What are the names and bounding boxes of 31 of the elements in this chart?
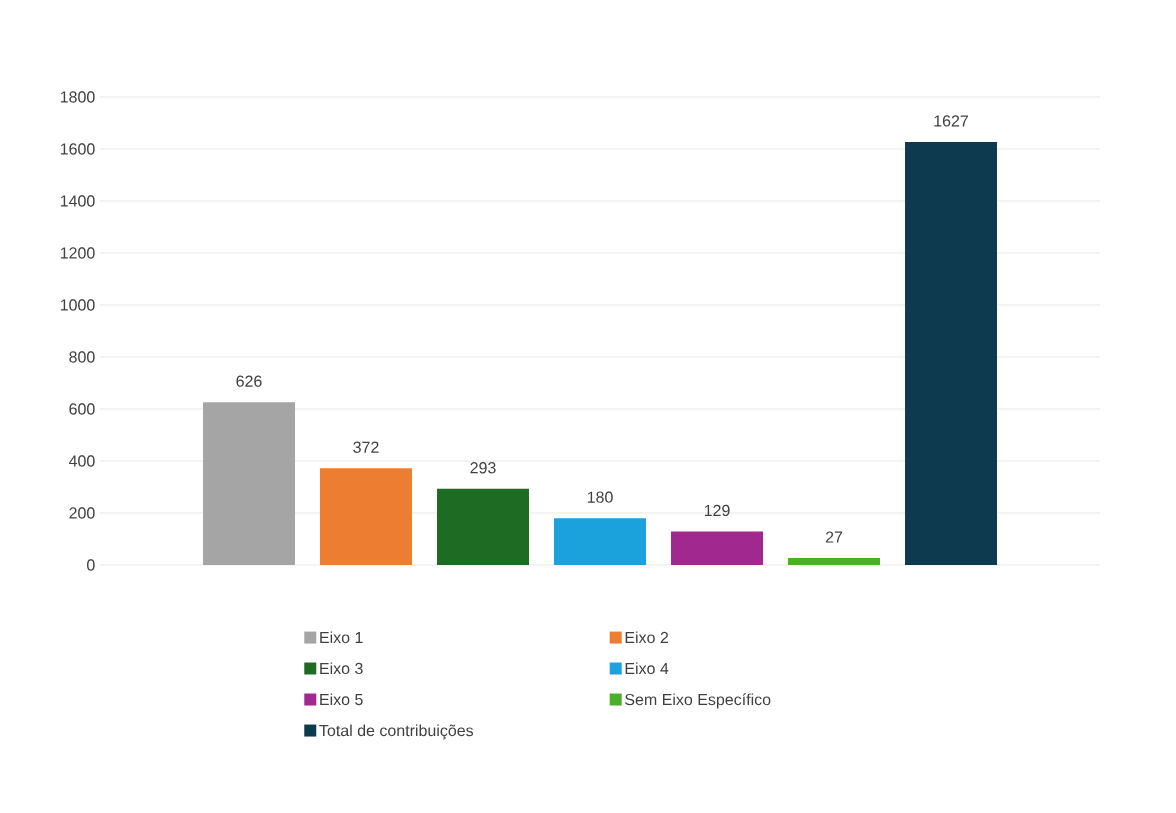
legend-label: Eixo 1 [320, 631, 363, 644]
bar [203, 402, 296, 565]
legend-label: Eixo 5 [320, 693, 363, 706]
legend-label: Total de contribuições [319, 724, 474, 740]
y-tick-label: 0 [87, 559, 95, 571]
y-tick-label: 1000 [60, 299, 95, 311]
y-tick-label: 800 [69, 351, 95, 363]
y-tick-label: 200 [69, 507, 95, 519]
y-tick-label: 1400 [60, 195, 95, 207]
y-tick-label: 1600 [60, 143, 95, 155]
bar [320, 468, 413, 565]
data-label: 626 [236, 375, 262, 387]
bar [905, 141, 998, 565]
data-label: 27 [825, 531, 843, 543]
bar [671, 531, 764, 565]
bar [437, 488, 530, 565]
data-label: 129 [704, 504, 730, 517]
y-tick-label: 600 [69, 403, 95, 415]
data-label: 372 [353, 441, 379, 453]
legend-label: Sem Eixo Específico [625, 693, 771, 709]
y-tick-label: 1200 [60, 247, 95, 259]
legend-label: Eixo 2 [625, 631, 669, 644]
y-tick-label: 1800 [60, 91, 95, 103]
data-label: 1627 [934, 115, 968, 127]
data-label: 180 [587, 491, 613, 503]
bar [554, 518, 647, 565]
legend-label: Eixo 3 [320, 662, 363, 675]
bar [788, 557, 881, 565]
legend-label: Eixo 4 [625, 662, 669, 675]
data-label: 293 [470, 462, 496, 474]
y-tick-label: 400 [68, 455, 95, 467]
